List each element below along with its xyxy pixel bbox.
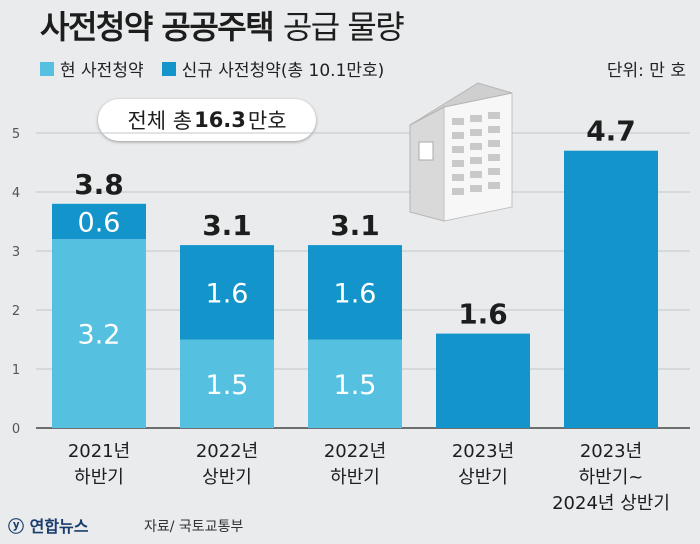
bar-segment (308, 245, 402, 340)
x-tick-label: 2022년 (324, 441, 386, 462)
bar-segment (564, 150, 658, 428)
x-tick-label: 하반기~ (579, 467, 644, 488)
x-tick-label: 2021년 (68, 441, 130, 462)
y-tick-label: 5 (12, 127, 20, 142)
source-text: 자료/ 국토교통부 (144, 519, 244, 535)
chart-title: 사전청약 공공주택 공급 물량 (40, 2, 405, 48)
publisher-logo: ⓨ 연합뉴스 (8, 513, 88, 537)
legend-swatch-current (40, 61, 54, 76)
total-value-label: 3.1 (202, 209, 252, 242)
y-tick-label: 1 (12, 363, 20, 378)
publisher-name: 연합뉴스 (29, 517, 89, 536)
x-tick-label: 상반기 (458, 467, 508, 488)
title-bold: 사전청약 공공주택 (40, 8, 275, 46)
legend-label-current: 현 사전청약 (60, 61, 144, 81)
title-light: 공급 물량 (282, 8, 405, 46)
legend-item-current: 현 사전청약 (40, 56, 144, 81)
apartment-building-icon (409, 82, 513, 222)
x-tick-label: 상반기 (202, 467, 252, 488)
legend-swatch-new (161, 61, 176, 76)
legend: 현 사전청약 신규 사전청약(총 10.1만호) (40, 56, 384, 81)
total-value-label: 3.8 (74, 168, 124, 201)
total-value: 16.3 (194, 108, 246, 132)
y-tick-label: 4 (12, 186, 20, 201)
segment-value-label: 0.6 (78, 208, 121, 239)
total-value-label: 1.6 (458, 298, 508, 331)
legend-item-new: 신규 사전청약(총 10.1만호) (161, 56, 385, 81)
total-suffix: 만호 (247, 109, 287, 133)
bar-segment (180, 245, 274, 340)
total-value-label: 4.7 (586, 115, 636, 148)
segment-value-label: 1.5 (206, 370, 249, 401)
bar-segment (52, 203, 146, 240)
x-tick-label: 2024년 상반기 (552, 493, 670, 514)
y-tick-label: 2 (12, 304, 20, 319)
y-tick-label: 0 (12, 422, 20, 437)
x-tick-label: 2023년 (580, 441, 642, 462)
bar-segment (308, 339, 402, 428)
bar-segment (180, 339, 274, 428)
legend-label-new: 신규 사전청약(총 10.1만호) (181, 61, 385, 81)
segment-value-label: 3.2 (78, 320, 121, 351)
bar-segment (52, 239, 146, 428)
total-badge: 전체 총 16.3 만호 (98, 99, 316, 141)
y-tick-label: 3 (12, 245, 20, 260)
segment-value-label: 1.6 (334, 278, 377, 309)
total-value-label: 3.1 (330, 209, 380, 242)
x-tick-label: 2022년 (196, 441, 258, 462)
logo-mark-icon: ⓨ (8, 517, 25, 536)
x-tick-label: 하반기 (74, 467, 124, 488)
unit-label: 단위: 만 호 (606, 61, 686, 81)
bar-segment (436, 333, 530, 428)
x-tick-label: 2023년 (452, 441, 514, 462)
total-prefix: 전체 총 (127, 109, 193, 133)
segment-value-label: 1.6 (206, 278, 249, 309)
x-tick-label: 하반기 (330, 467, 380, 488)
segment-value-label: 1.5 (334, 370, 377, 401)
